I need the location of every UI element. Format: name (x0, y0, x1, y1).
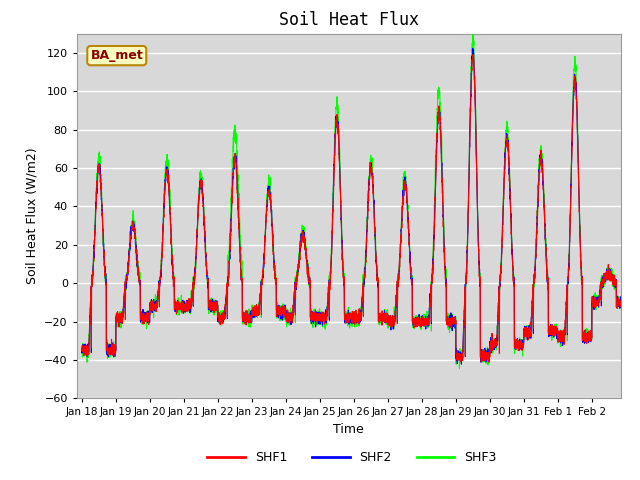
SHF2 (469, 46, 477, 51)
SHF2 (496, 281, 504, 287)
Line: SHF2: SHF2 (82, 48, 626, 364)
SHF1 (441, 260, 449, 265)
SHF1 (485, 360, 493, 365)
SHF1 (622, 300, 630, 306)
SHF3 (504, 138, 512, 144)
SHF3 (622, 297, 630, 303)
SHF2 (622, 297, 630, 303)
SHF2 (172, 309, 179, 314)
SHF3 (78, 350, 86, 356)
SHF2 (78, 347, 86, 352)
Text: BA_met: BA_met (90, 49, 143, 62)
SHF3 (441, 246, 449, 252)
SHF1 (504, 141, 512, 147)
SHF1 (496, 276, 504, 282)
SHF2 (504, 140, 512, 145)
SHF3 (468, 32, 476, 37)
SHF3 (496, 281, 504, 287)
SHF3 (430, 237, 438, 242)
SHF3 (480, 359, 488, 364)
SHF2 (458, 361, 465, 367)
SHF2 (480, 355, 488, 360)
SHF1 (430, 248, 438, 253)
SHF1 (78, 346, 86, 352)
SHF2 (430, 243, 438, 249)
SHF1 (172, 305, 179, 311)
X-axis label: Time: Time (333, 423, 364, 436)
SHF3 (172, 302, 179, 308)
SHF1 (480, 347, 488, 353)
Line: SHF1: SHF1 (82, 55, 626, 362)
SHF3 (456, 365, 463, 371)
Y-axis label: Soil Heat Flux (W/m2): Soil Heat Flux (W/m2) (26, 148, 38, 284)
SHF2 (441, 263, 449, 269)
Title: Soil Heat Flux: Soil Heat Flux (279, 11, 419, 29)
Line: SHF3: SHF3 (82, 35, 626, 368)
SHF1 (469, 52, 477, 58)
Legend: SHF1, SHF2, SHF3: SHF1, SHF2, SHF3 (202, 446, 502, 469)
